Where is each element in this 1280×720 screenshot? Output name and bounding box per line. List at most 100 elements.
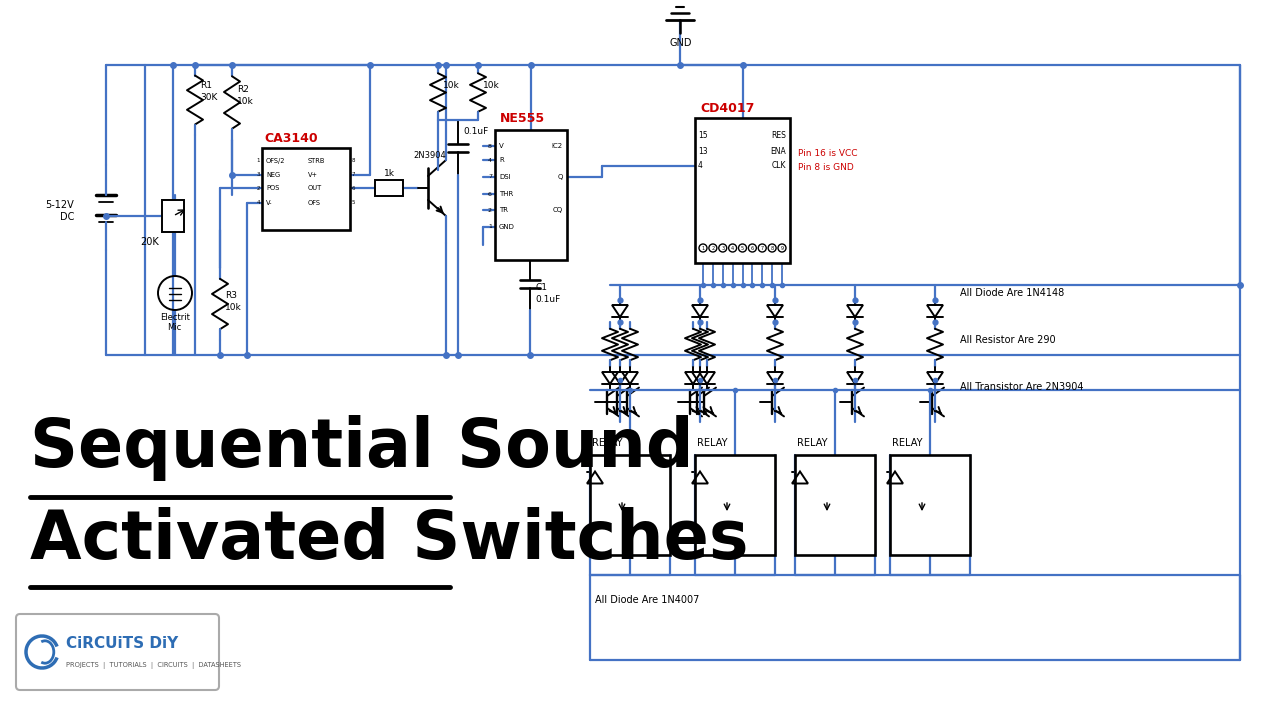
- Text: V+: V+: [308, 172, 317, 178]
- Text: 2N3904: 2N3904: [413, 151, 445, 161]
- Text: OFS/2: OFS/2: [266, 158, 285, 164]
- Text: 4: 4: [698, 161, 703, 171]
- Text: 3: 3: [256, 173, 260, 178]
- Text: ENA: ENA: [771, 146, 786, 156]
- Text: 7: 7: [760, 246, 764, 251]
- Text: 5: 5: [741, 246, 744, 251]
- Text: 1: 1: [701, 246, 704, 251]
- Text: 2: 2: [488, 207, 492, 212]
- Text: Activated Switches: Activated Switches: [29, 507, 749, 573]
- Text: RES: RES: [771, 132, 786, 140]
- Text: All Resistor Are 290: All Resistor Are 290: [960, 335, 1056, 345]
- Circle shape: [739, 244, 746, 252]
- Text: CQ: CQ: [553, 207, 563, 213]
- Text: Sequential Sound: Sequential Sound: [29, 415, 694, 481]
- Text: RELAY: RELAY: [698, 438, 727, 448]
- Text: 7: 7: [352, 173, 356, 178]
- Text: C1: C1: [535, 284, 547, 292]
- Text: 6: 6: [751, 246, 754, 251]
- Text: V-: V-: [266, 200, 273, 206]
- Text: 6: 6: [488, 192, 492, 197]
- Text: 6: 6: [352, 186, 356, 191]
- Text: 0.1uF: 0.1uF: [535, 295, 561, 305]
- Text: 2: 2: [256, 186, 260, 191]
- Text: RELAY: RELAY: [797, 438, 827, 448]
- Text: CLK: CLK: [772, 161, 786, 171]
- Text: OUT: OUT: [308, 185, 323, 191]
- Text: 10k: 10k: [443, 81, 460, 89]
- Text: STRB: STRB: [308, 158, 325, 164]
- Text: CiRCUiTS DiY: CiRCUiTS DiY: [67, 636, 178, 651]
- Text: R1: R1: [200, 81, 212, 89]
- Circle shape: [699, 244, 707, 252]
- Text: GND: GND: [669, 38, 692, 48]
- Text: DC: DC: [60, 212, 74, 222]
- Text: 3: 3: [721, 246, 724, 251]
- Circle shape: [749, 244, 756, 252]
- Text: 8: 8: [488, 143, 492, 148]
- Bar: [695, 118, 790, 263]
- Text: 4: 4: [731, 246, 735, 251]
- Bar: [795, 455, 876, 555]
- Text: THR: THR: [499, 191, 513, 197]
- FancyBboxPatch shape: [15, 614, 219, 690]
- Text: 5-12V: 5-12V: [45, 200, 74, 210]
- Text: 8: 8: [352, 158, 356, 163]
- Text: 1k: 1k: [384, 169, 394, 179]
- Text: POS: POS: [266, 185, 279, 191]
- Text: 30K: 30K: [200, 92, 218, 102]
- Text: 9: 9: [781, 246, 783, 251]
- Text: R3: R3: [225, 292, 237, 300]
- Circle shape: [778, 244, 786, 252]
- Text: 7: 7: [488, 174, 492, 179]
- Text: GND: GND: [499, 224, 515, 230]
- Text: 10k: 10k: [483, 81, 499, 89]
- Circle shape: [728, 244, 736, 252]
- Text: R2: R2: [237, 86, 248, 94]
- Circle shape: [719, 244, 727, 252]
- Text: Electrit: Electrit: [160, 312, 189, 322]
- Text: PROJECTS  |  TUTORIALS  |  CIRCUITS  |  DATASHEETS: PROJECTS | TUTORIALS | CIRCUITS | DATASH…: [67, 662, 241, 669]
- Bar: [590, 455, 669, 555]
- Text: 15: 15: [698, 132, 708, 140]
- Bar: [495, 130, 567, 260]
- Text: 8: 8: [771, 246, 773, 251]
- Text: All Diode Are 1N4148: All Diode Are 1N4148: [960, 288, 1064, 298]
- Text: 4: 4: [488, 158, 492, 163]
- Circle shape: [758, 244, 767, 252]
- Circle shape: [709, 244, 717, 252]
- Text: 5: 5: [352, 200, 356, 205]
- Bar: [890, 455, 970, 555]
- Bar: [262, 148, 349, 230]
- Text: Pin 16 is VCC: Pin 16 is VCC: [797, 148, 858, 158]
- Bar: [375, 180, 403, 196]
- Text: 2: 2: [712, 246, 714, 251]
- Text: V: V: [499, 143, 504, 149]
- Text: 0.1uF: 0.1uF: [463, 127, 488, 137]
- Text: TR: TR: [499, 207, 508, 213]
- Text: Mic: Mic: [166, 323, 182, 331]
- Text: R: R: [499, 157, 504, 163]
- Text: All Diode Are 1N4007: All Diode Are 1N4007: [595, 595, 699, 605]
- Text: NEG: NEG: [266, 172, 280, 178]
- Text: OFS: OFS: [308, 200, 321, 206]
- Bar: [163, 200, 184, 232]
- Text: 13: 13: [698, 146, 708, 156]
- Text: 20K: 20K: [141, 237, 159, 247]
- Text: RELAY: RELAY: [591, 438, 622, 448]
- Text: 1: 1: [256, 158, 260, 163]
- Text: RELAY: RELAY: [892, 438, 923, 448]
- Text: 10k: 10k: [237, 97, 253, 107]
- Text: 4: 4: [256, 200, 260, 205]
- Text: IC2: IC2: [552, 143, 563, 149]
- Text: 1: 1: [488, 225, 492, 230]
- Text: CD4017: CD4017: [700, 102, 754, 114]
- Text: Pin 8 is GND: Pin 8 is GND: [797, 163, 854, 173]
- Text: NE555: NE555: [500, 112, 545, 125]
- Text: 10k: 10k: [225, 304, 242, 312]
- Text: CA3140: CA3140: [264, 132, 317, 145]
- Circle shape: [768, 244, 776, 252]
- Text: Q: Q: [558, 174, 563, 180]
- Bar: [695, 455, 774, 555]
- Text: All Transistor Are 2N3904: All Transistor Are 2N3904: [960, 382, 1083, 392]
